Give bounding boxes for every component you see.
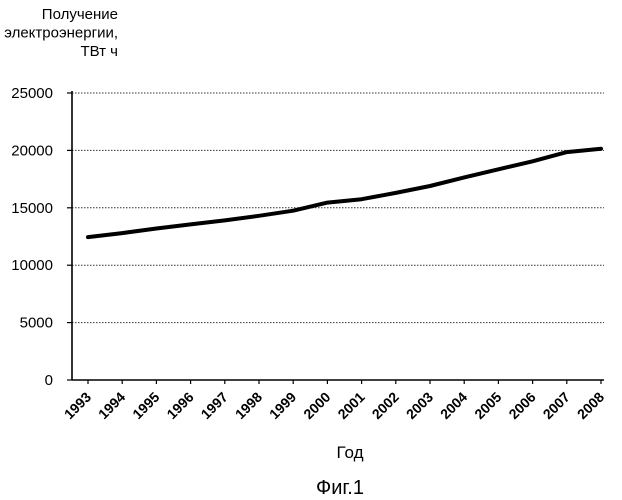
x-tick-label: 2000: [300, 389, 333, 422]
series-line: [88, 149, 601, 237]
x-tick-label: 1993: [61, 389, 94, 422]
y-tick-label: 10000: [11, 257, 53, 274]
x-tick-label: 2007: [540, 389, 573, 422]
gridlines: [67, 93, 604, 380]
x-tick-label: 2008: [574, 389, 607, 422]
y-tick-labels: 0 5000 10000 15000 20000 25000: [11, 85, 53, 389]
x-tick-labels: 1993199419951996199719981999200020012002…: [61, 389, 607, 422]
y-axis-label-line: Получение: [42, 6, 118, 23]
x-tick-label: 2004: [437, 389, 470, 422]
x-tick-label: 2003: [403, 389, 436, 422]
x-tick-label: 2005: [471, 389, 504, 422]
x-tick-label: 1998: [232, 389, 265, 422]
x-tick-label: 2006: [505, 389, 538, 422]
x-tick-label: 1995: [129, 389, 162, 422]
y-axis-label-line: электроэнергии,: [4, 25, 118, 42]
y-axis-label-line: ТВт ч: [80, 43, 118, 60]
x-tick-label: 2002: [369, 389, 402, 422]
y-tick-label: 0: [45, 372, 53, 389]
x-tick-label: 2001: [334, 389, 367, 422]
y-tick-label: 15000: [11, 200, 53, 217]
axes: [72, 91, 604, 384]
x-axis-label: Год: [336, 443, 363, 462]
x-tick-label: 1994: [95, 389, 128, 422]
x-tick-label: 1999: [266, 389, 299, 422]
x-tick-label: 1996: [163, 389, 196, 422]
y-axis-label: Получение электроэнергии,ТВт ч: [4, 6, 118, 60]
y-tick-label: 25000: [11, 85, 53, 102]
data-series: [88, 149, 601, 237]
x-tick-label: 1997: [198, 389, 231, 422]
figure-caption: Фиг.1: [316, 477, 364, 499]
y-tick-label: 20000: [11, 142, 53, 159]
y-tick-label: 5000: [20, 315, 53, 332]
